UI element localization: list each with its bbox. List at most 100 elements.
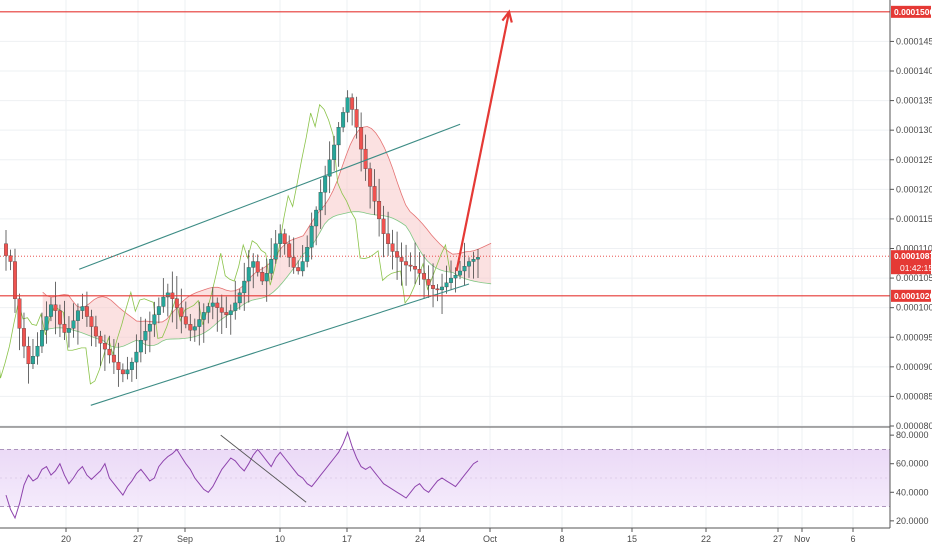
candle [404, 261, 409, 266]
candle [35, 345, 40, 357]
candle [210, 302, 215, 307]
candle [422, 273, 427, 280]
candle [309, 225, 314, 248]
candle [107, 348, 112, 356]
candle [233, 302, 238, 311]
level-price-tag: 0.0001020 [894, 291, 932, 301]
candle [399, 257, 404, 262]
candle [71, 320, 76, 329]
candle [462, 266, 467, 272]
ichimoku-cloud [0, 103, 492, 385]
x-tick-label: 8 [559, 534, 564, 544]
rsi-pane [0, 430, 890, 520]
candle [417, 269, 422, 274]
candle [40, 329, 44, 347]
x-tick-label: 15 [627, 534, 637, 544]
candle [102, 343, 107, 350]
candle [426, 279, 431, 286]
y-tick-label: 0.0000800 [896, 421, 932, 431]
level-price-tag-bg [891, 289, 931, 302]
candle [440, 286, 444, 291]
candle [66, 328, 71, 333]
candle [368, 168, 373, 187]
candle [80, 306, 85, 311]
candle [13, 261, 17, 299]
candle [179, 307, 184, 317]
candle [381, 218, 386, 234]
x-tick-label: Oct [483, 534, 498, 544]
candle [138, 340, 143, 353]
candle [152, 314, 157, 325]
rsi-trendline [220, 434, 307, 503]
candle [300, 261, 305, 272]
candle [359, 127, 364, 150]
x-tick-label: 6 [850, 534, 855, 544]
rsi-tick-label: 80.0000 [896, 430, 929, 440]
candle [390, 243, 395, 252]
grid-layer [0, 0, 890, 528]
candle [84, 306, 89, 317]
channel-upper-line [79, 123, 461, 270]
candle [17, 298, 22, 329]
current-price-tag: 0.0001087 [894, 251, 932, 261]
x-tick-label: 24 [415, 534, 425, 544]
candle [183, 316, 188, 325]
candle [246, 267, 251, 282]
candle [264, 273, 269, 282]
candle [386, 233, 391, 244]
candle [4, 243, 8, 256]
x-tick-label: Nov [794, 534, 811, 544]
candle [395, 251, 400, 258]
projection-arrow-head [501, 9, 513, 23]
candle [22, 328, 26, 347]
x-tick-label: 27 [133, 534, 143, 544]
candle [278, 233, 283, 244]
candle [44, 316, 49, 331]
candle [341, 112, 346, 128]
candle [237, 292, 242, 304]
candle [192, 326, 197, 331]
candle [215, 302, 220, 308]
channel-lower-line [90, 283, 470, 406]
candle [255, 261, 260, 273]
countdown-label: 01:42:15 [900, 263, 932, 273]
x-tick-label: 20 [61, 534, 71, 544]
candle [219, 307, 224, 313]
candle [471, 258, 476, 262]
x-tick-label: Sep [177, 534, 193, 544]
candle [350, 97, 355, 110]
candle [251, 261, 256, 268]
rsi-tick-label: 40.0000 [896, 487, 929, 497]
candle [453, 274, 458, 279]
candle [363, 148, 368, 169]
x-tick-label: 27 [773, 534, 783, 544]
rsi-tick-label: 60.0000 [896, 459, 929, 469]
candle [49, 304, 53, 317]
candle [318, 192, 323, 211]
candle [332, 144, 337, 160]
candle [57, 310, 62, 325]
x-tick-label: 22 [701, 534, 711, 544]
candle [62, 324, 67, 333]
x-tick-label: 17 [342, 534, 352, 544]
candle [323, 176, 328, 193]
candle [287, 243, 292, 258]
candle [188, 324, 193, 331]
candle [372, 186, 377, 202]
candle [53, 304, 58, 311]
candle [327, 159, 332, 177]
candle [120, 369, 125, 375]
candle [31, 356, 35, 365]
